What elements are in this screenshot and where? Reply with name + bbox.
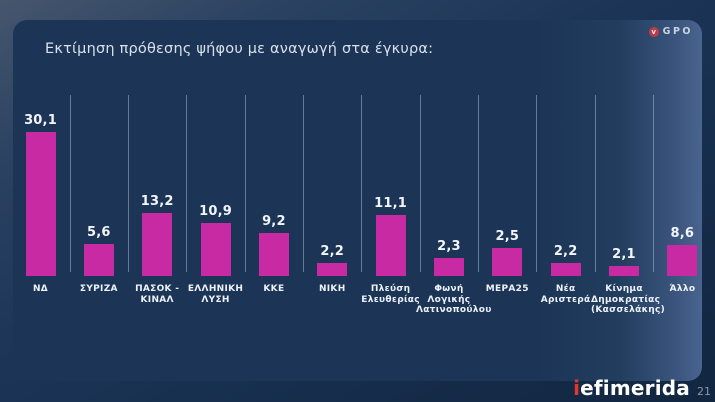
gpo-logo-text: GPO	[662, 26, 693, 37]
bar-value-label: 9,2	[262, 214, 286, 229]
bar	[83, 244, 114, 276]
bar-value-label: 2,3	[437, 239, 461, 254]
chart-card: Εκτίμηση πρόθεσης ψήφου με αναγωγή στα έ…	[13, 20, 702, 381]
bar-value-label: 11,1	[374, 196, 408, 211]
bar-value-label: 10,9	[199, 204, 232, 219]
column-separator	[69, 95, 71, 272]
column-separator	[361, 95, 363, 272]
bar	[667, 245, 698, 276]
iefimerida-logo-accent: i	[573, 376, 581, 400]
iefimerida-logo-rest: efimerida	[580, 376, 690, 400]
bar	[200, 223, 231, 276]
iefimerida-logo: iefimerida	[573, 376, 690, 400]
bar-category-label: ΝΔ	[32, 284, 49, 294]
column-separator	[478, 95, 480, 272]
bar-value-label: 2,2	[553, 244, 578, 259]
bar-value-label: 2,2	[320, 244, 345, 259]
column-separator	[128, 95, 130, 272]
bar-category-label: ΝΙΚΗ	[318, 284, 346, 294]
bar	[317, 263, 348, 276]
bar-value-label: 13,2	[140, 194, 174, 209]
gpo-brand-icon: v	[648, 26, 659, 37]
bar-category-label: ΜΕΡΑ25	[485, 284, 529, 294]
bar	[25, 132, 56, 276]
gpo-logo: v GPO	[648, 26, 693, 37]
bar-value-label: 8,6	[670, 226, 695, 241]
column-separator	[244, 95, 246, 272]
bar-category-label: Άλλο	[669, 284, 696, 294]
bar	[258, 233, 289, 276]
column-separator	[536, 95, 538, 272]
page-title: Εκτίμηση πρόθεσης ψήφου με αναγωγή στα έ…	[45, 41, 434, 57]
column-separator	[653, 95, 655, 272]
column-separator	[594, 95, 596, 272]
bar-category-label: Νέα Αριστερά	[540, 284, 591, 305]
bar	[609, 266, 639, 276]
bar-value-label: 2,5	[495, 229, 520, 244]
bar-category-label: Κίνημα Δημοκρατίας (Κασσελάκης)	[591, 284, 666, 315]
column-separator	[186, 95, 188, 272]
bar-value-label: 2,1	[612, 247, 636, 262]
bar-category-label: ΣΥΡΙΖΑ	[79, 284, 118, 294]
footer: iefimerida 21	[573, 376, 711, 400]
column-separator	[303, 95, 305, 272]
bar-category-label: ΚΚΕ	[263, 284, 285, 294]
bar-category-label: ΠΑΣΟΚ - ΚΙΝΑΛ	[135, 284, 180, 305]
bar	[375, 215, 406, 276]
bar	[550, 263, 581, 276]
bar-value-label: 30,1	[24, 113, 57, 128]
bar-category-label: ΕΛΛΗΝΙΚΗ ΛΥΣΗ	[187, 284, 244, 305]
bar-category-label: Φωνή Λογικής Λατινοπούλου	[415, 284, 492, 315]
bar-value-label: 5,6	[87, 225, 111, 240]
column-separator	[419, 95, 421, 272]
page-number: 21	[697, 385, 711, 398]
bar	[433, 258, 464, 276]
bar-chart: 30,1 ΝΔ 5,6 ΣΥΡΙΖΑ 13,2 ΠΑΣΟΚ - ΚΙΝΑΛ 10,9 ΕΛΛΗ…	[13, 20, 702, 381]
bar-category-label: Πλεύση Ελευθερίας	[361, 284, 420, 305]
bar	[142, 213, 173, 276]
bar	[492, 248, 523, 276]
